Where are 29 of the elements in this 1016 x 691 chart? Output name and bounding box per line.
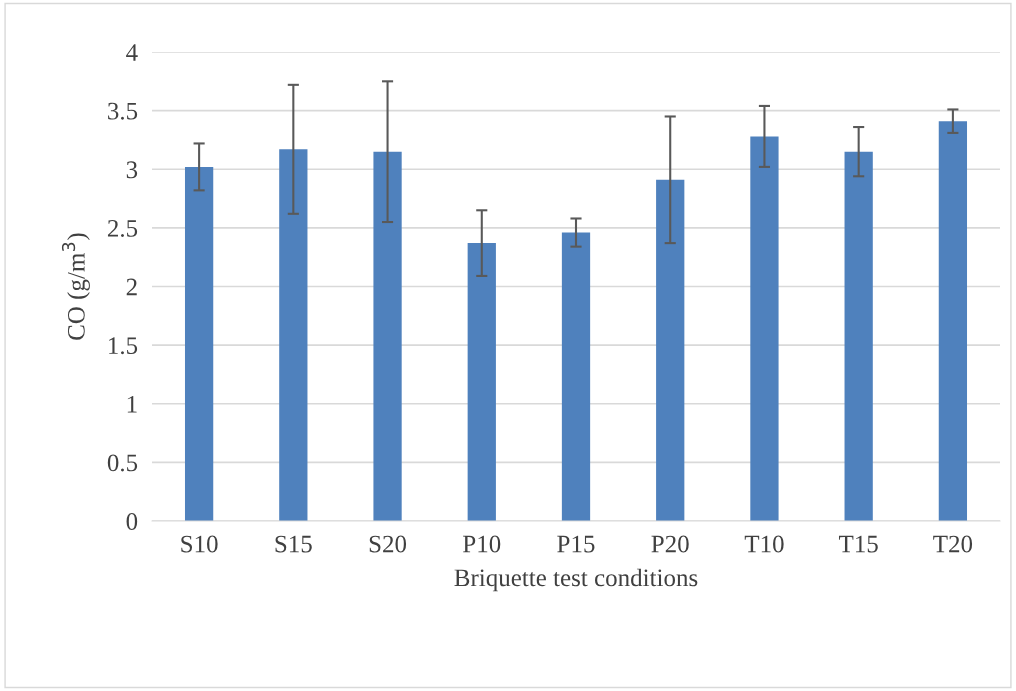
bar [844,151,873,521]
x-tick-label: T20 [933,535,973,553]
x-tick-label: P15 [557,535,595,553]
y-tick-label: 3.5 [108,102,138,120]
x-tick-label: T15 [838,535,878,553]
x-tick-label: S20 [369,535,407,553]
bar [561,232,591,521]
y-tick-label: 0 [126,513,138,530]
x-tick-label: P20 [651,535,689,553]
x-tick-label: T10 [744,535,784,553]
bar [938,121,968,521]
y-tick-label: 1.5 [109,337,138,355]
y-tick-label: 0.5 [107,454,138,472]
bar [656,179,685,521]
y-tick-label: 2 [126,278,137,296]
bar [467,243,496,521]
bar [279,149,308,521]
y-axis-title: CO (g/m$^{3}$) [61,233,90,340]
y-tick-label: 3 [126,161,138,179]
bar [184,166,214,521]
y-tick-label: 4 [126,44,138,61]
bar [750,136,779,521]
x-tick-label: S10 [181,535,218,553]
x-axis-title: Briquette test conditions [454,568,698,592]
bar [373,151,402,521]
x-tick-label: P10 [463,535,501,553]
x-tick-label: S15 [275,535,312,553]
y-tick-label: 2.5 [107,219,138,237]
y-tick-label: 1 [127,395,137,413]
